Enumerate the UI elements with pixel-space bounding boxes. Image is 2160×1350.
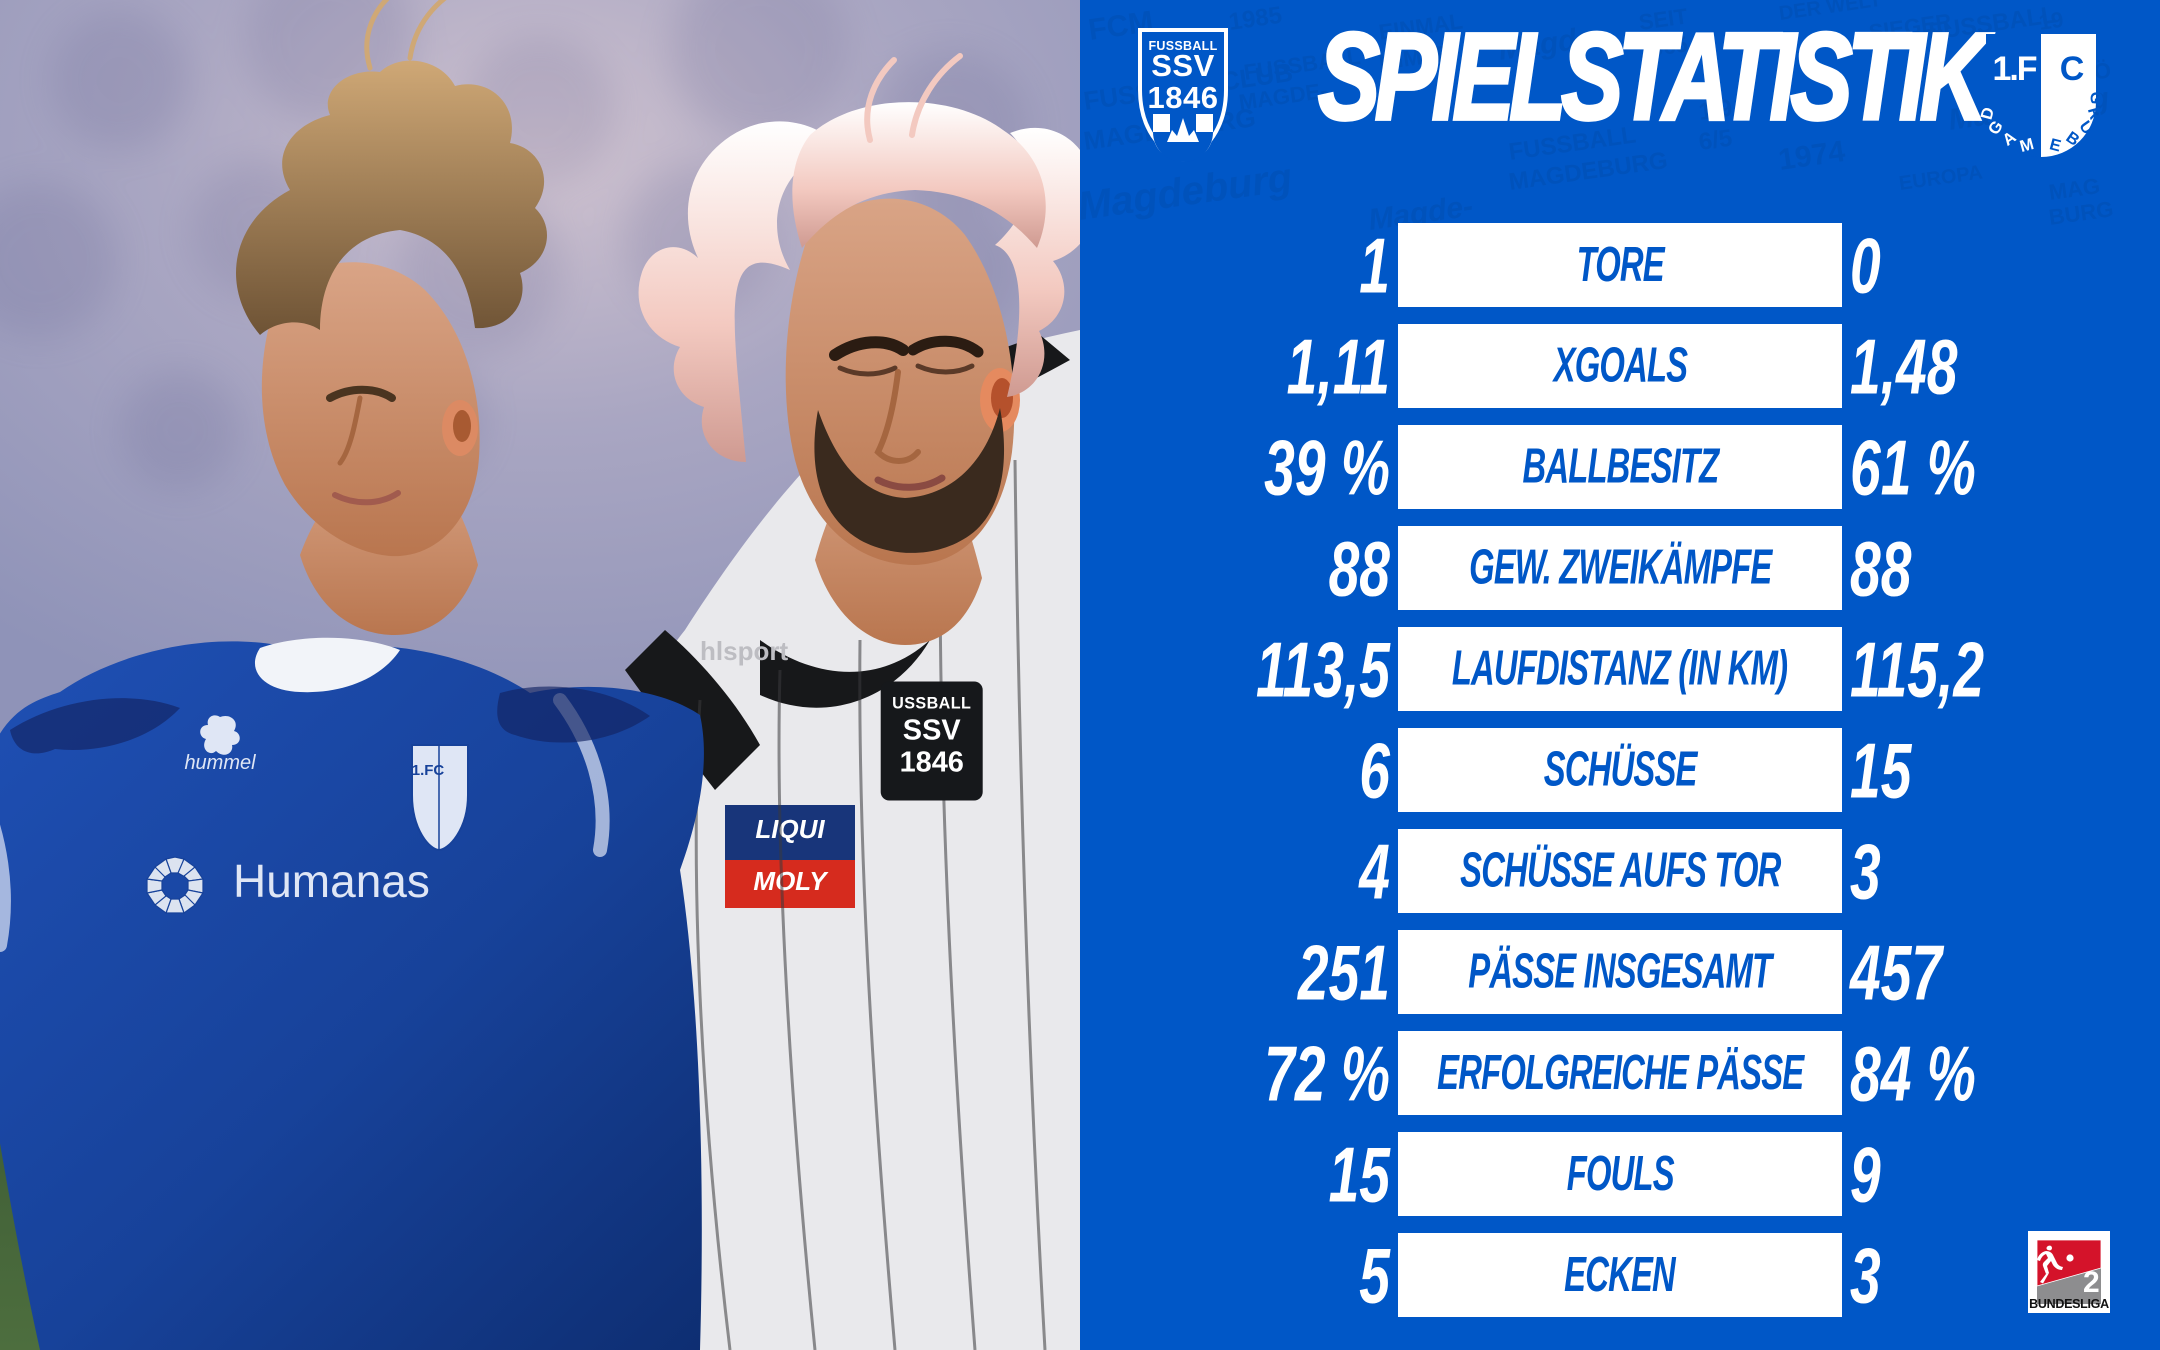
- svg-text:hummel: hummel: [184, 752, 256, 774]
- svg-text:USSBALL: USSBALL: [892, 695, 971, 713]
- svg-text:1.FC: 1.FC: [412, 762, 445, 779]
- svg-text:SSV: SSV: [903, 714, 962, 746]
- svg-text:BUNDESLIGA: BUNDESLIGA: [2029, 1297, 2109, 1311]
- svg-text:hlsport: hlsport: [700, 636, 788, 666]
- svg-text:LIQUI: LIQUI: [755, 814, 825, 844]
- svg-text:MOLY: MOLY: [753, 866, 829, 896]
- svg-text:1846: 1846: [900, 747, 964, 779]
- svg-text:Humanas: Humanas: [233, 855, 430, 907]
- svg-text:2: 2: [2083, 1266, 2100, 1299]
